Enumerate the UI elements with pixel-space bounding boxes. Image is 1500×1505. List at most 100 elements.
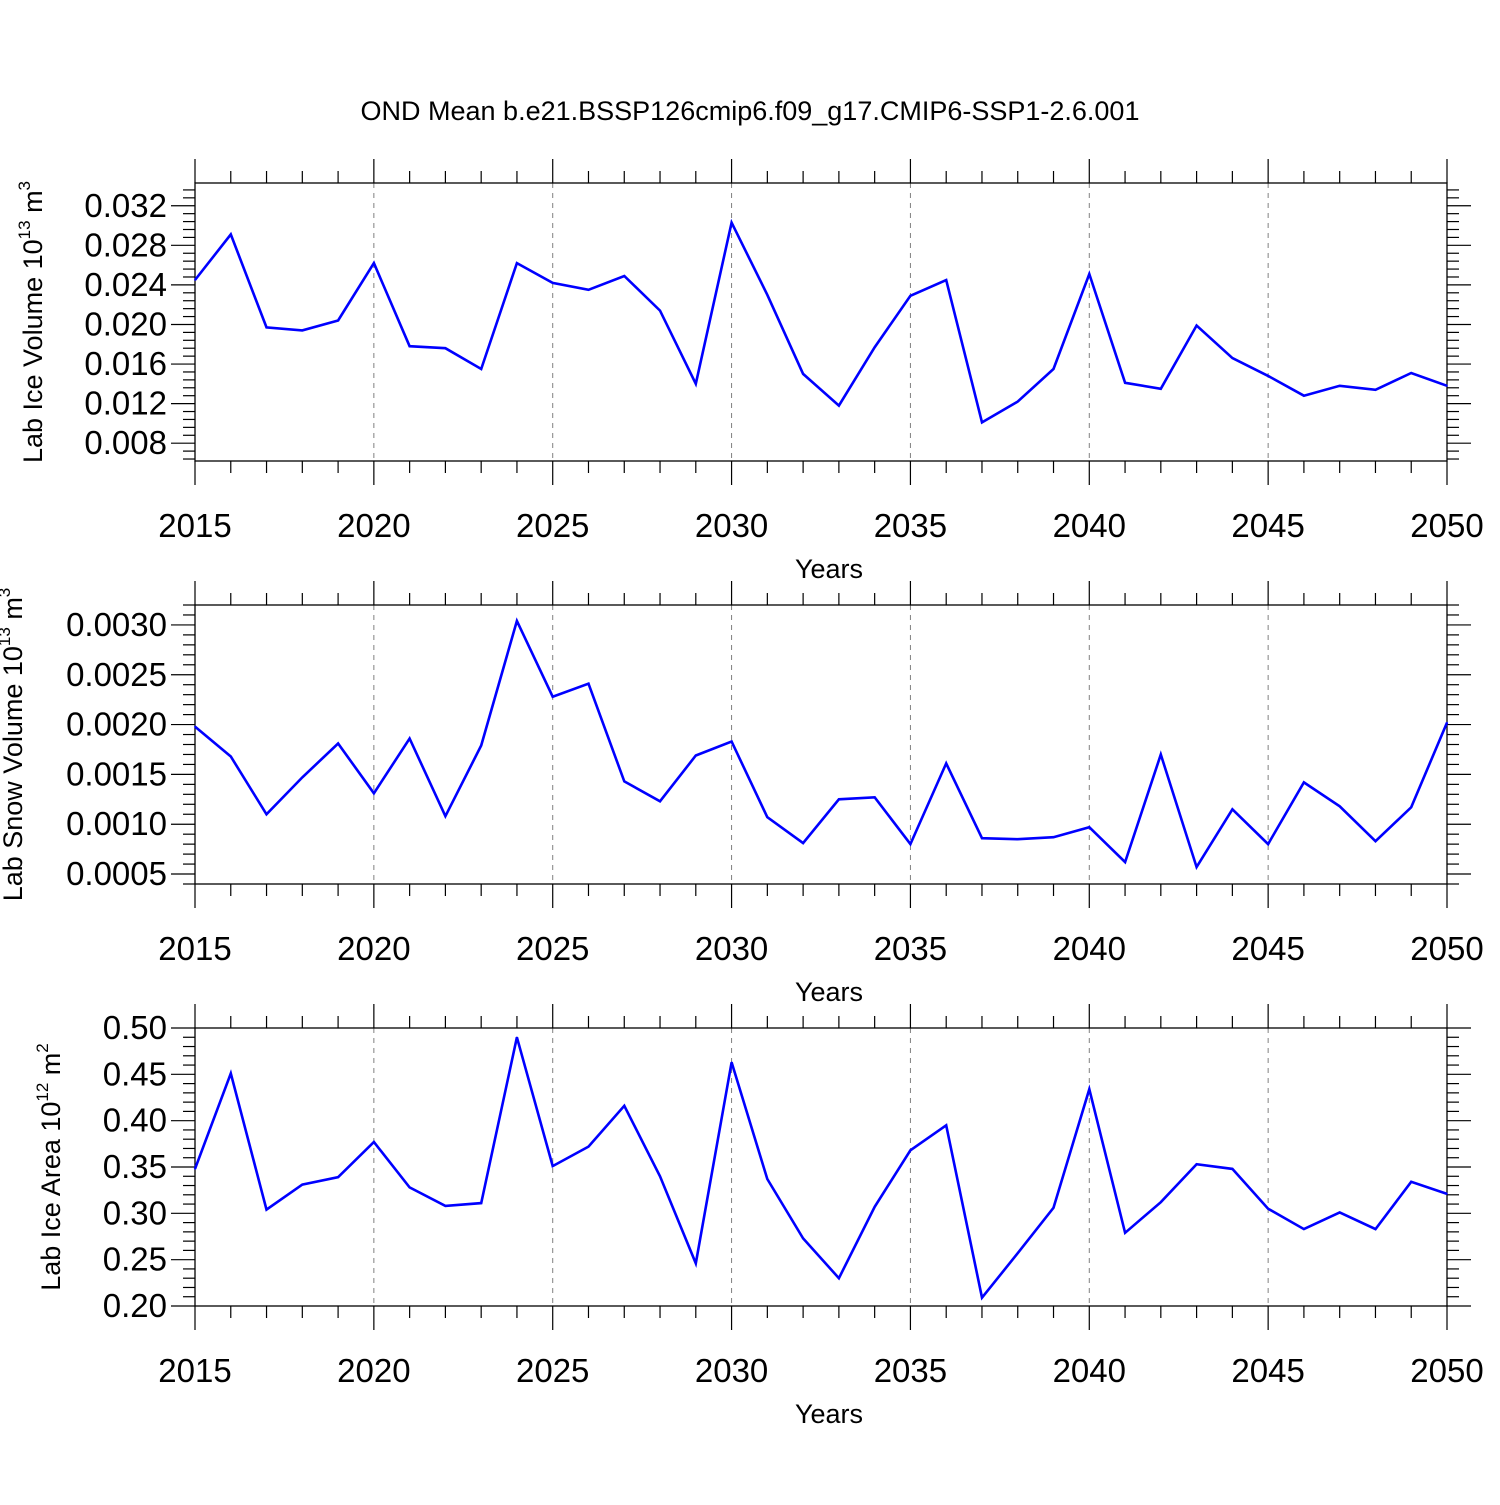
data-point <box>230 1072 232 1075</box>
data-point <box>695 754 697 757</box>
y-axis-label-exponent: 3 <box>0 588 14 597</box>
data-point <box>766 816 769 818</box>
data-point <box>981 1296 983 1299</box>
data-point <box>1267 843 1269 845</box>
y-axis-label-text: Lab Ice Area 10 <box>36 1102 66 1291</box>
y-tick-label: 0.30 <box>103 1194 167 1231</box>
data-point <box>1231 808 1234 811</box>
data-point <box>1016 1252 1019 1254</box>
y-tick-label: 0.028 <box>84 226 167 263</box>
y-axis-label-text: m <box>0 597 28 627</box>
data-point <box>873 346 876 349</box>
data-point <box>659 309 661 312</box>
y-tick-label: 0.012 <box>84 385 167 422</box>
data-point <box>1016 838 1019 840</box>
x-tick-label: 2030 <box>695 930 768 967</box>
data-point <box>1160 388 1162 390</box>
figure-title: OND Mean b.e21.BSSP126cmip6.f09_g17.CMIP… <box>361 96 1140 126</box>
x-tick-label: 2015 <box>158 930 231 967</box>
x-tick-label: 2025 <box>516 1352 589 1389</box>
data-point <box>194 279 196 281</box>
x-tick-label: 2040 <box>1053 507 1126 544</box>
data-point <box>230 233 232 236</box>
data-point <box>587 289 590 291</box>
data-point <box>1338 805 1341 808</box>
data-point <box>1410 806 1412 809</box>
y-axis-label: Lab Snow Volume 1013 m3 <box>0 588 28 902</box>
data-point <box>1052 836 1055 838</box>
data-point <box>1195 1163 1198 1165</box>
x-tick-label: 2040 <box>1053 930 1126 967</box>
data-point <box>1410 1181 1412 1183</box>
data-point <box>408 345 411 348</box>
data-point <box>1410 372 1412 374</box>
data-point <box>623 1105 626 1107</box>
data-point <box>265 326 268 329</box>
data-point <box>1016 400 1019 403</box>
data-point <box>551 695 554 698</box>
x-tick-label: 2050 <box>1410 930 1483 967</box>
data-point <box>337 1176 339 1178</box>
y-axis-label: Lab Ice Volume 1013 m3 <box>15 181 48 463</box>
data-point <box>981 421 983 424</box>
data-point <box>695 1262 697 1265</box>
data-point <box>551 282 554 284</box>
data-point <box>301 776 304 779</box>
data-point <box>802 1237 804 1240</box>
data-point <box>909 1149 912 1152</box>
data-point <box>945 762 947 765</box>
x-tick-label: 2025 <box>516 930 589 967</box>
data-point <box>587 1145 590 1148</box>
data-point <box>1303 394 1305 397</box>
data-point <box>301 1183 304 1186</box>
data-point <box>981 837 983 839</box>
data-point <box>909 843 912 845</box>
data-point <box>1303 781 1305 784</box>
data-point <box>659 800 661 803</box>
data-point <box>838 404 840 407</box>
y-tick-label: 0.0010 <box>66 805 167 842</box>
y-tick-label: 0.25 <box>103 1241 167 1278</box>
data-point <box>301 329 304 332</box>
data-point <box>516 620 518 622</box>
data-point <box>444 815 447 817</box>
data-point <box>1052 368 1055 370</box>
data-point <box>1088 826 1091 828</box>
x-tick-label: 2015 <box>158 1352 231 1389</box>
x-tick-label: 2035 <box>874 930 947 967</box>
x-tick-label: 2035 <box>874 1352 947 1389</box>
y-tick-label: 0.35 <box>103 1148 167 1185</box>
x-tick-label: 2040 <box>1053 1352 1126 1389</box>
data-point <box>587 682 590 685</box>
data-point <box>1267 1207 1269 1210</box>
y-axis-label-exponent: 3 <box>15 181 34 190</box>
data-point <box>1374 389 1377 391</box>
panel-2: 0.0005 0.0010 0.0015 0.0020 0.0025 0.0030 2015… <box>0 581 1484 1007</box>
plot-frame <box>194 604 1448 885</box>
x-tick-label: 2050 <box>1410 1352 1483 1389</box>
data-point <box>1267 375 1269 377</box>
y-tick-label: 0.20 <box>103 1287 167 1324</box>
data-point <box>480 1202 483 1204</box>
y-tick-label: 0.0030 <box>66 606 167 643</box>
data-point <box>1338 385 1341 387</box>
y-axis-label-text: Lab Snow Volume 10 <box>0 646 28 901</box>
data-point <box>766 294 769 296</box>
y-axis-label: Lab Ice Area 1012 m2 <box>33 1043 66 1291</box>
data-point <box>373 792 375 795</box>
data-point <box>838 798 840 801</box>
x-axis-label: Years <box>795 1399 863 1429</box>
y-tick-label: 0.024 <box>84 266 167 303</box>
data-point <box>838 1277 840 1279</box>
data-point <box>408 1186 411 1189</box>
data-point <box>337 742 339 745</box>
y-tick-label: 0.0025 <box>66 656 167 693</box>
data-point <box>1052 1207 1055 1209</box>
y-tick-label: 0.008 <box>84 424 167 461</box>
x-axis-label: Years <box>795 554 863 584</box>
data-point <box>1446 385 1448 387</box>
x-tick-label: 2025 <box>516 507 589 544</box>
x-tick-label: 2045 <box>1231 1352 1304 1389</box>
data-point <box>1195 866 1198 868</box>
